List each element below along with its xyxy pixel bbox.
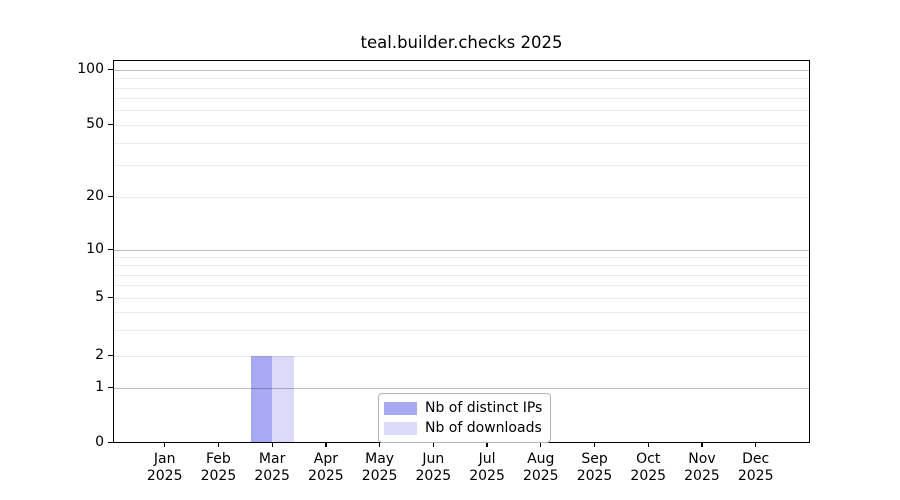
x-tick-jan	[164, 442, 166, 447]
minor-gridline	[114, 264, 809, 266]
x-tick-label-may: May 2025	[362, 451, 398, 485]
y-tick-20	[108, 196, 114, 198]
y-tick-2	[108, 355, 114, 357]
x-tick-label-line: Feb	[206, 451, 231, 467]
y-tick-label-10: 10	[86, 241, 104, 258]
x-tick-label-apr: Apr 2025	[308, 451, 344, 485]
x-tick-label-oct: Oct 2025	[630, 451, 666, 485]
major-gridline	[114, 387, 809, 389]
x-tick-label-line: 2025	[630, 468, 667, 484]
minor-gridline	[114, 97, 809, 99]
x-tick-label-line: 2025	[200, 468, 237, 484]
y-tick-label-0: 0	[95, 434, 104, 451]
y-tick-label-100: 100	[77, 61, 104, 78]
x-tick-label-line: 2025	[737, 468, 774, 484]
x-tick-oct	[647, 442, 649, 447]
minor-gridline	[114, 297, 809, 299]
x-tick-label-nov: Nov 2025	[684, 451, 720, 485]
x-tick-label-jun: Jun 2025	[416, 451, 452, 485]
x-tick-label-line: Jan	[153, 451, 176, 467]
x-tick-dec	[755, 442, 757, 447]
bar-downloads-mar	[272, 356, 294, 442]
x-tick-label-line: Mar	[258, 451, 286, 467]
minor-gridline	[114, 164, 809, 166]
x-tick-label-line: Apr	[313, 451, 338, 467]
x-tick-label-line: Jul	[478, 451, 496, 467]
x-tick-label-line: May	[365, 451, 395, 467]
x-tick-label-line: Oct	[636, 451, 661, 467]
y-tick-label-2: 2	[95, 347, 104, 364]
minor-gridline	[114, 124, 809, 126]
y-tick-10	[108, 249, 114, 251]
y-tick-label-1: 1	[95, 379, 104, 396]
chart-title: teal.builder.checks 2025	[360, 33, 563, 52]
minor-gridline	[114, 329, 809, 331]
x-tick-label-line: 2025	[146, 468, 183, 484]
minor-gridline	[114, 77, 809, 79]
x-tick-jul	[486, 442, 488, 447]
x-tick-label-line: Aug	[527, 451, 555, 467]
minor-gridline	[114, 311, 809, 313]
legend-label-downloads: Nb of downloads	[425, 420, 542, 436]
x-tick-mar	[271, 442, 273, 447]
legend-swatch-downloads	[384, 421, 417, 435]
x-tick-label-line: 2025	[308, 468, 344, 484]
x-tick-feb	[217, 442, 220, 447]
legend: Nb of distinct IPs Nb of downloads	[378, 393, 552, 443]
x-tick-label-line: 2025	[415, 468, 452, 484]
x-tick-may	[379, 442, 381, 447]
x-tick-label-line: Sep	[581, 451, 608, 467]
x-tick-label-dec: Dec 2025	[738, 451, 774, 485]
plot-area: Nb of distinct IPs Nb of downloads 100 50…	[77, 60, 810, 484]
x-tick-aug	[540, 442, 542, 447]
minor-gridline	[114, 196, 809, 198]
y-tick-0	[108, 442, 114, 444]
x-tick-sep	[593, 442, 596, 447]
x-tick-label-line: Nov	[688, 451, 716, 467]
x-tick-label-line: 2025	[576, 468, 613, 484]
x-tick-apr	[325, 442, 327, 447]
y-tick-label-20: 20	[86, 188, 104, 205]
x-tick-label-line: 2025	[684, 468, 720, 484]
minor-gridline	[114, 256, 809, 258]
x-tick-label-line: 2025	[361, 468, 398, 484]
x-tick-label-line: Dec	[742, 451, 770, 467]
x-tick-label-line: 2025	[469, 468, 505, 484]
minor-gridline	[114, 109, 809, 111]
minor-gridline	[114, 355, 809, 357]
minor-gridline	[114, 142, 809, 144]
x-tick-jun	[432, 442, 435, 447]
y-tick-label-50: 50	[86, 116, 104, 133]
y-tick-1	[108, 387, 114, 389]
major-gridline	[114, 69, 809, 71]
x-tick-label-aug: Aug 2025	[523, 451, 559, 485]
legend-item-distinct-ips: Nb of distinct IPs	[384, 398, 542, 418]
y-tick-5	[108, 297, 114, 299]
minor-gridline	[114, 274, 809, 276]
legend-swatch-distinct-ips	[384, 401, 417, 415]
x-tick-label-line: 2025	[254, 468, 290, 484]
y-tick-100	[108, 69, 114, 71]
minor-gridline	[114, 87, 809, 89]
x-tick-nov	[701, 442, 703, 447]
x-tick-label-mar: Mar 2025	[254, 451, 290, 485]
x-tick-label-jul: Jul 2025	[469, 451, 505, 485]
minor-gridline	[114, 284, 809, 286]
y-tick-label-5: 5	[95, 289, 104, 306]
legend-label-distinct-ips: Nb of distinct IPs	[425, 400, 543, 416]
legend-item-downloads: Nb of downloads	[384, 418, 542, 438]
y-tick-50	[108, 124, 114, 126]
bar-distinct-ips-mar	[250, 356, 273, 442]
x-tick-label-jan: Jan 2025	[147, 451, 183, 485]
x-tick-label-feb: Feb 2025	[201, 451, 237, 485]
major-gridline	[114, 249, 809, 251]
x-tick-label-line: 2025	[522, 468, 559, 484]
x-tick-label-sep: Sep 2025	[577, 451, 613, 485]
x-tick-label-line: Jun	[422, 451, 445, 467]
